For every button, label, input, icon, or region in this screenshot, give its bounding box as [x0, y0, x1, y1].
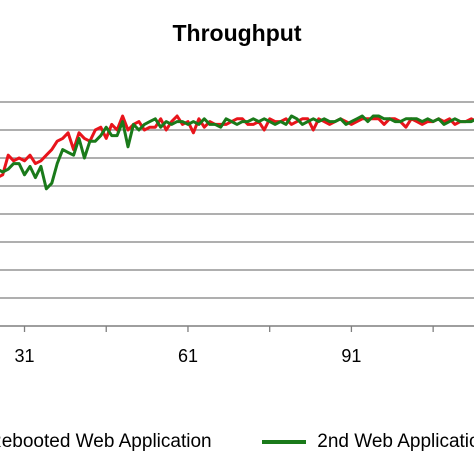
x-tick-label-61: 61 [177, 346, 198, 366]
legend-label-rebooted: Rebooted Web Application [0, 431, 212, 452]
legend-item-2nd: 2nd Web Application [262, 431, 474, 461]
series-line-1 [0, 114, 474, 191]
x-axis [0, 325, 474, 332]
x-tick-label-31: 31 [14, 346, 35, 366]
series-line-0 [0, 114, 474, 178]
series-lines [0, 114, 474, 191]
legend-item-rebooted: Rebooted Web Application [0, 431, 212, 461]
legend-label-2nd: 2nd Web Application [317, 431, 474, 452]
gridlines [0, 101, 474, 299]
legend-swatch-2nd [262, 439, 306, 444]
chart-title: Throughput [172, 20, 302, 46]
x-tick-label-91: 91 [341, 346, 362, 366]
